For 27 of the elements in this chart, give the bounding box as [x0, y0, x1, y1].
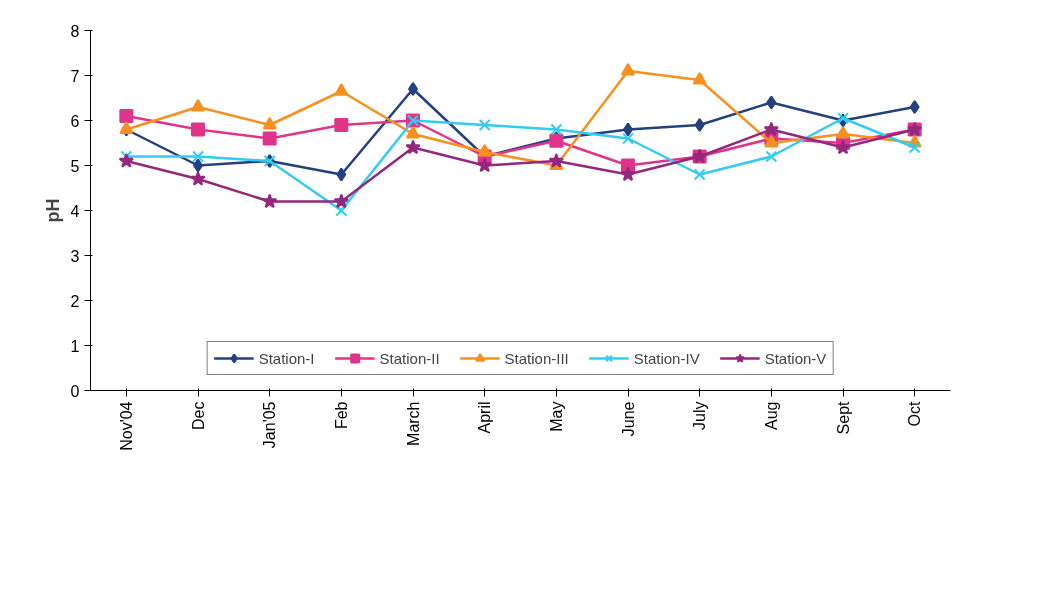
x-tick-label: Nov'04 — [117, 401, 135, 451]
x-tick-label: June — [619, 401, 637, 437]
x-tick-label: July — [691, 401, 709, 430]
y-tick-label: 8 — [70, 22, 80, 40]
y-tick-label: 3 — [70, 247, 80, 265]
x-tick-label: Aug — [762, 401, 780, 430]
legend-label: Station-II — [379, 349, 440, 367]
y-tick-label: 0 — [70, 382, 80, 400]
x-tick-label: May — [547, 401, 565, 432]
y-tick-label: 5 — [70, 157, 80, 175]
legend-label: Station-V — [764, 349, 827, 367]
y-axis-title: pH — [42, 198, 63, 223]
x-tick-label: Dec — [189, 401, 207, 430]
x-tick-label: March — [404, 401, 422, 446]
legend-label: Station-III — [504, 349, 569, 367]
x-tick-label: Feb — [332, 401, 350, 430]
legend-label: Station-I — [258, 349, 315, 367]
x-tick-label: Jan'05 — [261, 401, 279, 449]
y-tick-label: 7 — [70, 67, 80, 85]
y-tick-label: 1 — [70, 337, 80, 355]
x-tick-label: Sept — [834, 400, 852, 435]
x-tick-label: Oct — [906, 400, 924, 427]
y-tick-label: 4 — [70, 202, 80, 220]
y-tick-label: 6 — [70, 112, 80, 130]
x-tick-label: April — [476, 401, 494, 434]
y-tick-label: 2 — [70, 292, 80, 310]
legend-label: Station-IV — [633, 349, 700, 367]
